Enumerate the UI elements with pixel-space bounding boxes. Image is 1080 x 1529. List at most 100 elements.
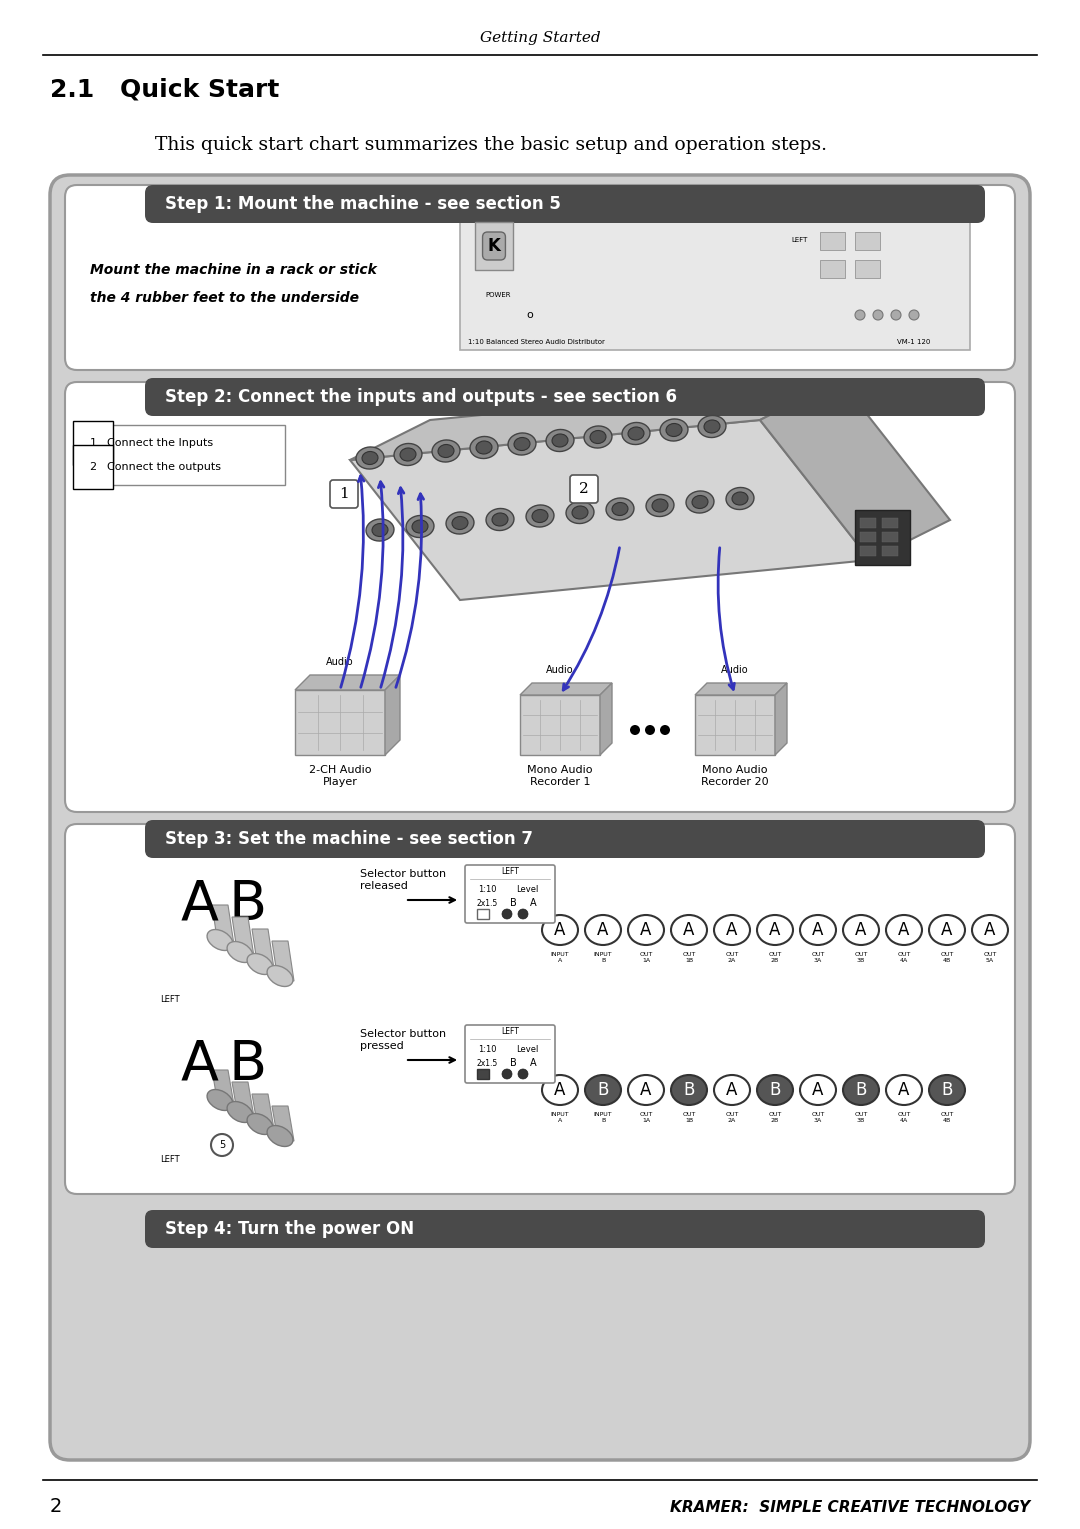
- Polygon shape: [760, 381, 950, 560]
- Ellipse shape: [366, 518, 394, 541]
- Text: 1: 1: [90, 437, 96, 448]
- FancyBboxPatch shape: [65, 185, 1015, 370]
- Ellipse shape: [585, 914, 621, 945]
- Ellipse shape: [714, 914, 750, 945]
- Text: VM-1 120: VM-1 120: [896, 339, 930, 346]
- Polygon shape: [295, 674, 400, 690]
- Text: A: A: [181, 1038, 219, 1092]
- Text: OUT
4A: OUT 4A: [897, 953, 910, 963]
- Ellipse shape: [227, 942, 253, 962]
- Text: POWER: POWER: [485, 292, 511, 298]
- Text: A: A: [684, 920, 694, 939]
- Text: A: A: [769, 920, 781, 939]
- Text: OUT
1A: OUT 1A: [639, 953, 652, 963]
- Text: Step 4: Turn the power ON: Step 4: Turn the power ON: [165, 1220, 414, 1238]
- Ellipse shape: [584, 427, 612, 448]
- Text: B: B: [769, 1081, 781, 1099]
- Ellipse shape: [886, 914, 922, 945]
- Text: LEFT: LEFT: [160, 1156, 179, 1165]
- Text: A: A: [984, 920, 996, 939]
- Text: 1: 1: [339, 488, 349, 502]
- Circle shape: [211, 1135, 233, 1156]
- Text: OUT
3A: OUT 3A: [811, 953, 825, 963]
- Bar: [855, 232, 880, 251]
- Circle shape: [909, 310, 919, 320]
- Ellipse shape: [207, 1090, 233, 1110]
- FancyBboxPatch shape: [50, 174, 1030, 1460]
- Bar: [860, 532, 876, 541]
- Text: 2-CH Audio
Player: 2-CH Audio Player: [309, 764, 372, 786]
- Text: Mono Audio
Recorder 20: Mono Audio Recorder 20: [701, 764, 769, 786]
- Text: A: A: [812, 1081, 824, 1099]
- Ellipse shape: [843, 914, 879, 945]
- Ellipse shape: [486, 509, 514, 531]
- Text: LEFT: LEFT: [792, 237, 808, 243]
- Text: B: B: [597, 1081, 609, 1099]
- Text: o: o: [527, 310, 534, 320]
- FancyBboxPatch shape: [570, 476, 598, 503]
- Ellipse shape: [671, 914, 707, 945]
- Circle shape: [518, 910, 528, 919]
- Polygon shape: [252, 1095, 274, 1128]
- Text: A: A: [529, 898, 537, 908]
- Text: B: B: [510, 898, 516, 908]
- Bar: [65, 1209, 1015, 1248]
- Text: OUT
3A: OUT 3A: [811, 1112, 825, 1122]
- Text: A: A: [554, 920, 566, 939]
- Circle shape: [855, 310, 865, 320]
- Ellipse shape: [552, 434, 568, 446]
- Ellipse shape: [671, 1075, 707, 1105]
- Text: OUT
3B: OUT 3B: [854, 1112, 867, 1122]
- Polygon shape: [272, 1105, 294, 1141]
- Ellipse shape: [757, 914, 793, 945]
- FancyBboxPatch shape: [65, 382, 1015, 812]
- Ellipse shape: [227, 1101, 253, 1122]
- Bar: [820, 232, 845, 251]
- FancyBboxPatch shape: [465, 1024, 555, 1083]
- Ellipse shape: [526, 505, 554, 528]
- Polygon shape: [600, 683, 612, 755]
- Text: 2: 2: [50, 1497, 63, 1517]
- Polygon shape: [350, 381, 840, 460]
- Ellipse shape: [207, 930, 233, 951]
- Bar: [820, 260, 845, 278]
- Ellipse shape: [622, 422, 650, 445]
- Ellipse shape: [627, 1075, 664, 1105]
- Text: This quick start chart summarizes the basic setup and operation steps.: This quick start chart summarizes the ba…: [156, 136, 827, 154]
- Polygon shape: [232, 917, 254, 957]
- Text: OUT
2B: OUT 2B: [768, 953, 782, 963]
- Polygon shape: [519, 683, 612, 696]
- Ellipse shape: [757, 1075, 793, 1105]
- Text: A: A: [899, 1081, 909, 1099]
- Circle shape: [873, 310, 883, 320]
- Ellipse shape: [627, 427, 644, 440]
- Ellipse shape: [446, 512, 474, 534]
- Bar: [85, 425, 285, 485]
- Text: A: A: [855, 920, 866, 939]
- Text: A: A: [554, 1081, 566, 1099]
- Ellipse shape: [652, 498, 669, 512]
- Ellipse shape: [546, 430, 573, 451]
- Text: OUT
2A: OUT 2A: [726, 953, 739, 963]
- Text: Connect the outputs: Connect the outputs: [107, 462, 221, 472]
- Text: A: A: [899, 920, 909, 939]
- Text: OUT
2A: OUT 2A: [726, 1112, 739, 1122]
- Ellipse shape: [566, 502, 594, 523]
- Text: OUT
4B: OUT 4B: [941, 1112, 954, 1122]
- Ellipse shape: [400, 448, 416, 462]
- Text: B: B: [855, 1081, 866, 1099]
- Ellipse shape: [726, 488, 754, 509]
- FancyBboxPatch shape: [145, 1209, 985, 1248]
- Bar: [882, 546, 897, 557]
- Ellipse shape: [800, 914, 836, 945]
- Bar: [477, 1069, 489, 1079]
- Bar: [475, 222, 513, 271]
- Text: A: A: [529, 1058, 537, 1067]
- Text: LEFT: LEFT: [501, 867, 518, 876]
- Polygon shape: [696, 696, 775, 755]
- Text: OUT
2B: OUT 2B: [768, 1112, 782, 1122]
- Polygon shape: [295, 690, 384, 755]
- FancyBboxPatch shape: [465, 865, 555, 924]
- Ellipse shape: [585, 1075, 621, 1105]
- Text: 2.1: 2.1: [50, 78, 94, 102]
